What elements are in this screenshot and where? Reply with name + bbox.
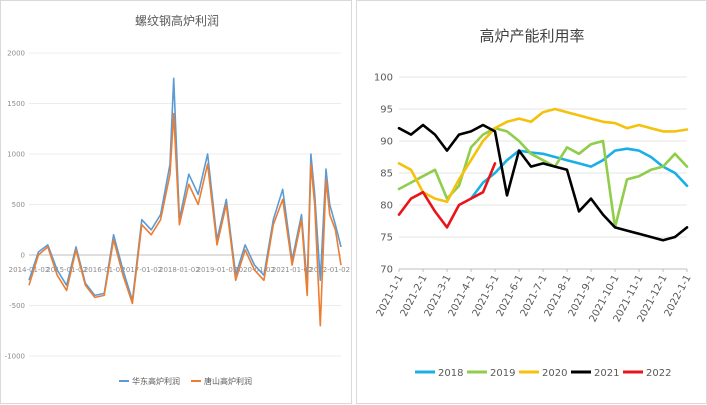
left-series-line-1 bbox=[28, 112, 342, 327]
left-x-tick-label: 2019-01-02 bbox=[197, 266, 238, 274]
left-x-tick-label: 2022-01-02 bbox=[309, 266, 350, 274]
left-legend-label: 唐山高炉利润 bbox=[204, 376, 252, 386]
right-legend-label: 2022 bbox=[646, 368, 671, 379]
left-y-tick-label: -500 bbox=[9, 302, 25, 310]
left-y-tick-label: 0 bbox=[21, 252, 25, 260]
right-legend-label: 2020 bbox=[542, 368, 567, 379]
left-y-tick-label: -1000 bbox=[5, 353, 25, 361]
right-series-line-2020 bbox=[397, 107, 689, 204]
left-chart-panel: 螺纹钢高炉利润 2000 1500 1000 500 0 -500 -1000 2014-0… bbox=[0, 0, 352, 404]
right-y-tick-label: 85 bbox=[380, 169, 393, 180]
right-series-line-2019 bbox=[397, 126, 689, 229]
left-x-tick-label: 2015-01-02 bbox=[46, 266, 87, 274]
left-x-tick-label: 2021-01-02 bbox=[272, 266, 313, 274]
right-chart-x-ticks: 2021-1-12021-2-12021-3-12021-4-12021-5-1… bbox=[375, 269, 694, 324]
left-y-tick-label: 1000 bbox=[7, 151, 25, 159]
right-chart-svg: 高炉产能利用率 100 95 90 85 80 75 70 2021-1-12021-2-1… bbox=[374, 27, 694, 379]
right-chart-y-ticks: 100 95 90 85 80 75 70 bbox=[374, 73, 393, 276]
right-series-line-2021 bbox=[397, 123, 689, 242]
right-y-tick-label: 100 bbox=[374, 73, 393, 84]
left-x-tick-label: 2018-01-02 bbox=[159, 266, 200, 274]
right-chart-panel: 高炉产能利用率 100 95 90 85 80 75 70 2021-1-1 2021-2-1… bbox=[356, 0, 707, 404]
left-x-tick-label: 2017-01-02 bbox=[121, 266, 162, 274]
right-chart-title: 高炉产能利用率 bbox=[479, 27, 584, 45]
left-x-tick-label: 2016-01-02 bbox=[84, 266, 125, 274]
right-series-line-2018 bbox=[469, 147, 689, 200]
left-y-tick-label: 1500 bbox=[7, 100, 25, 108]
left-chart-svg: 螺纹钢高炉利润 2000 1500 1000 500 0 -500 -1000 2014-0… bbox=[5, 13, 350, 386]
left-chart-y-ticks: 2000 1500 1000 500 0 -500 -1000 bbox=[5, 50, 25, 361]
right-y-tick-label: 70 bbox=[380, 265, 393, 276]
right-chart-legend: 2018 2019 2020 2021 2022 bbox=[415, 368, 671, 379]
left-chart-series bbox=[28, 77, 342, 327]
left-y-tick-label: 2000 bbox=[7, 50, 25, 58]
right-series-line-2022 bbox=[397, 162, 497, 229]
right-y-tick-label: 95 bbox=[380, 105, 393, 116]
right-y-tick-label: 90 bbox=[380, 137, 393, 148]
left-chart-title: 螺纹钢高炉利润 bbox=[135, 13, 219, 28]
right-chart-series bbox=[397, 107, 689, 242]
right-legend-label: 2019 bbox=[490, 368, 515, 379]
right-y-tick-label: 75 bbox=[380, 233, 393, 244]
left-y-tick-label: 500 bbox=[12, 201, 25, 209]
right-y-tick-label: 80 bbox=[380, 201, 393, 212]
left-legend-label: 华东高炉利润 bbox=[132, 376, 180, 386]
right-legend-label: 2018 bbox=[438, 368, 463, 379]
left-chart-x-ticks: 2014-01-022015-01-022016-01-022017-01-02… bbox=[9, 266, 350, 274]
left-chart-legend: 华东高炉利润 唐山高炉利润 bbox=[119, 376, 252, 386]
right-legend-label: 2021 bbox=[594, 368, 619, 379]
left-chart-gridlines bbox=[29, 52, 341, 357]
left-x-tick-label: 2014-01-02 bbox=[9, 266, 50, 274]
